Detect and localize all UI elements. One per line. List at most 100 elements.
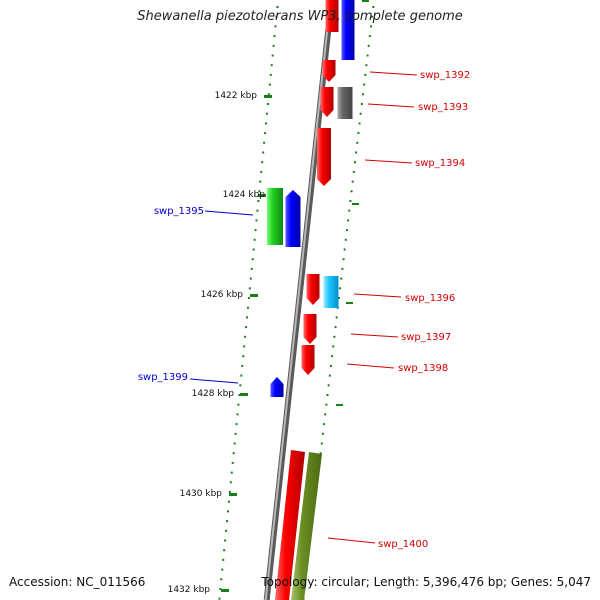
tick-dot: [355, 151, 358, 154]
gene-label-leader: [353, 293, 402, 298]
tick-dot: [334, 326, 337, 329]
tick-dot: [249, 277, 252, 280]
gene-arrow: [341, 0, 355, 60]
gene-labels: swp_1392 swp_1393 swp_1394 swp_1395 swp_1396…: [138, 70, 470, 550]
tick-dot: [265, 112, 268, 115]
tick-dot: [250, 267, 253, 270]
tick-dot: [360, 103, 363, 105]
tick-dot: [257, 200, 260, 202]
gene-arrow: [270, 377, 284, 397]
tick-dot: [320, 442, 323, 445]
gene-arrow: [301, 345, 315, 375]
tick-dot: [350, 190, 353, 193]
map-title: Shewanella piezotolerans WP3, complete g…: [137, 9, 463, 24]
tick-dot: [352, 170, 355, 173]
tick-dot: [351, 180, 354, 183]
tick-dot: [366, 54, 369, 57]
tick-dot: [235, 423, 238, 426]
tick-dot: [337, 297, 340, 299]
kbp-tick-label: 1428 kbp: [192, 389, 235, 399]
gene-label: swp_1397: [401, 332, 451, 343]
tick-dot: [245, 316, 248, 319]
tick-dot: [347, 219, 350, 222]
tick-dot: [361, 93, 364, 96]
gene-arrow: [337, 87, 353, 119]
tick-dot: [364, 73, 367, 76]
tick-dot: [258, 190, 261, 193]
tick-dot: [353, 161, 356, 164]
tick-dot: [254, 229, 257, 232]
tick-dot: [218, 597, 221, 600]
tick-dot: [365, 64, 368, 67]
kbp-tick-label: 1432 kbp: [168, 585, 211, 595]
tick-dot: [331, 355, 334, 358]
tick-dot: [268, 83, 271, 86]
tick-dot: [329, 364, 332, 367]
tick-dot: [220, 578, 223, 581]
tick-dot: [367, 44, 370, 47]
tick-dot: [327, 384, 330, 387]
tick-dot: [226, 520, 229, 523]
tick-dot: [357, 132, 360, 135]
tick-dot: [234, 432, 237, 435]
gene-label-leader: [367, 103, 415, 108]
tick-dot: [345, 229, 348, 232]
tick-dot: [243, 345, 246, 348]
tick-dot: [262, 151, 265, 154]
tick-dot: [344, 238, 347, 241]
gene-label: swp_1399: [138, 372, 188, 383]
tick-dot: [339, 287, 342, 290]
tick-dot: [333, 335, 336, 338]
tick-dot: [319, 452, 322, 455]
tick-dot: [263, 141, 266, 144]
tick-dot: [255, 219, 258, 222]
kbp-tick-label: 1422 kbp: [215, 91, 258, 101]
tick-dot: [348, 209, 351, 212]
tick-dot: [264, 132, 267, 135]
minor-tick: [346, 302, 353, 304]
tick-dot: [326, 394, 329, 396]
gene-arrow: [285, 190, 301, 247]
tick-dot: [325, 403, 328, 406]
kbp-tick-label: 1430 kbp: [180, 489, 223, 499]
tick-dot: [251, 258, 254, 261]
gene-label-leader: [350, 333, 399, 338]
tick-dot: [248, 287, 251, 290]
gene-arrow: [325, 0, 339, 32]
tick-dot: [253, 238, 256, 241]
gene-label: swp_1392: [420, 70, 470, 81]
tick-dot: [223, 549, 226, 552]
tick-dot: [324, 413, 327, 416]
tick-dot: [270, 64, 273, 67]
tick-dot: [359, 112, 362, 115]
tick-dot: [332, 345, 335, 348]
tick-dot: [227, 500, 230, 503]
gene-label-leader: [204, 210, 254, 216]
tick-dot: [252, 248, 255, 251]
accession-text: Accession: NC_011566: [9, 575, 146, 589]
gene-arrow: [322, 60, 336, 82]
tick-dot: [224, 539, 227, 542]
tick-dot: [342, 258, 345, 261]
gene-label-leader: [346, 363, 395, 369]
minor-tick: [362, 0, 369, 2]
tick-dot: [340, 277, 343, 280]
tick-dot: [246, 306, 249, 309]
tick-dot: [272, 44, 275, 47]
tick-dot: [266, 103, 269, 105]
tick-dot: [372, 6, 375, 8]
gene-arrow: [267, 188, 283, 245]
tick-dot: [343, 248, 346, 251]
kbp-tick-label: 1426 kbp: [201, 290, 244, 300]
minor-tick: [336, 404, 343, 406]
tick-dot: [363, 83, 366, 86]
gene-arrow: [275, 450, 305, 600]
gene-arrow: [291, 452, 322, 600]
tick-dot: [271, 54, 274, 57]
tick-dot: [267, 93, 270, 96]
tick-dot: [261, 161, 264, 164]
tick-dot: [232, 452, 235, 455]
tick-dot: [244, 335, 247, 338]
tick-dot: [275, 15, 278, 18]
